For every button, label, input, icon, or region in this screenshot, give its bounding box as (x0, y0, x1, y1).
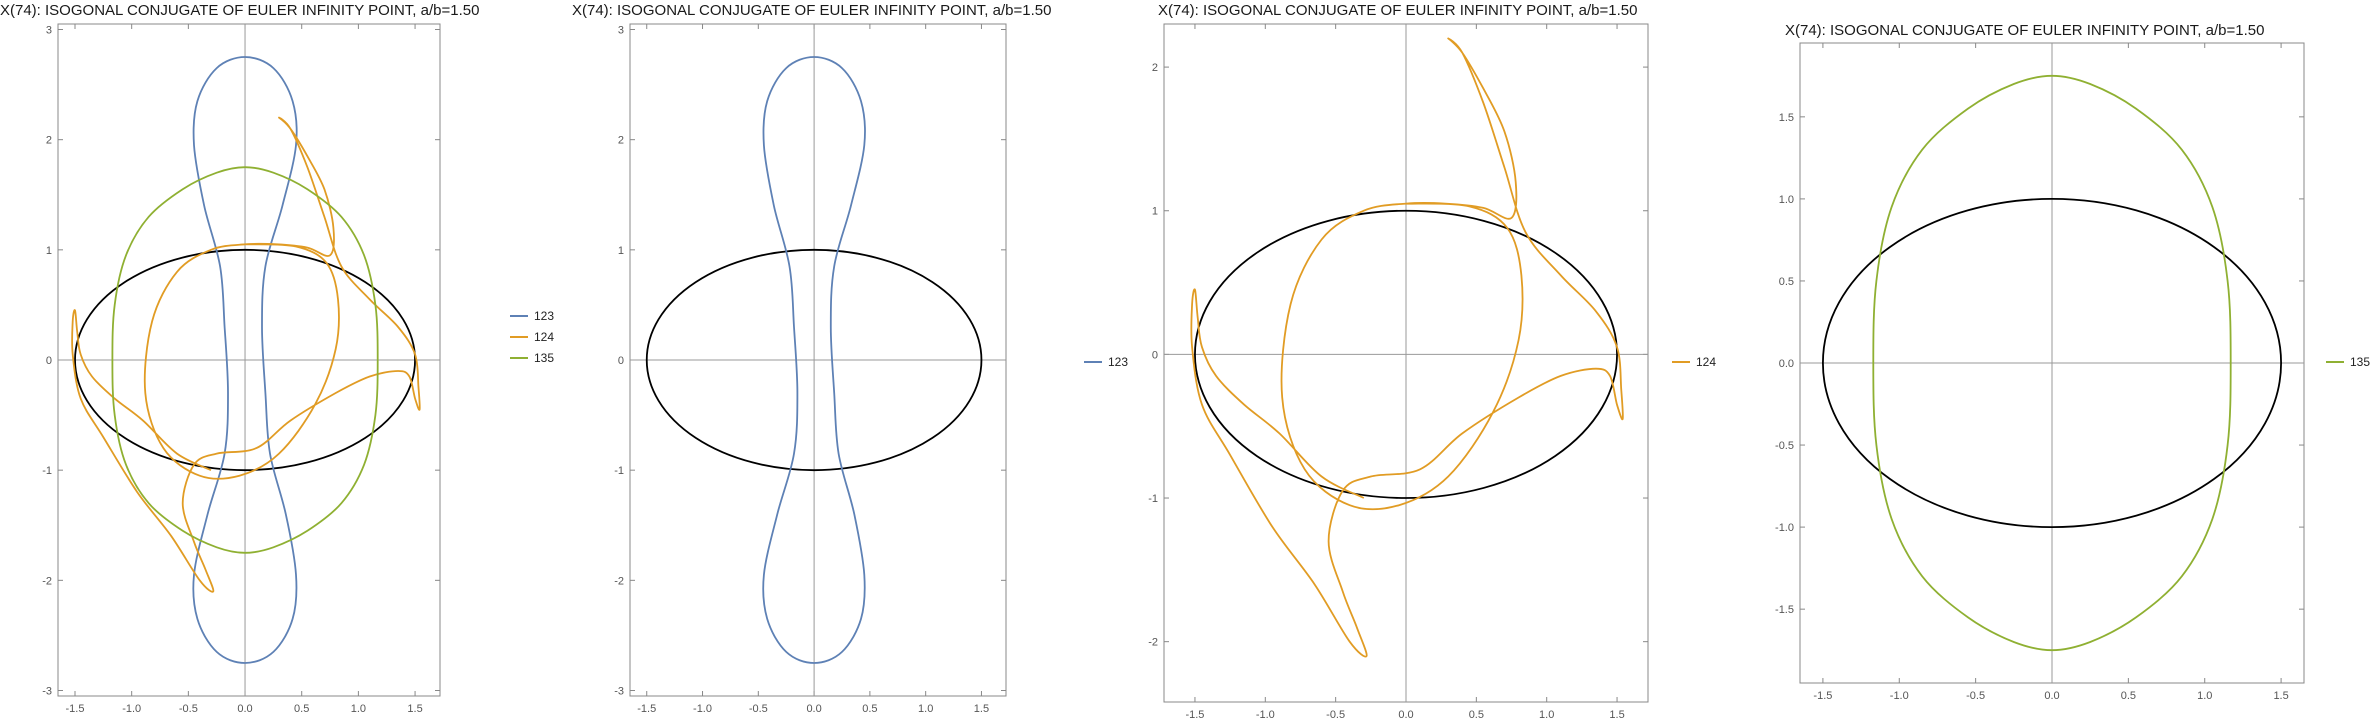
x-tick-label: 0.0 (2044, 690, 2059, 702)
y-tick-label: -0.5 (1775, 440, 1794, 452)
series-135-curve (111, 166, 379, 554)
y-tick-label: -2 (42, 575, 52, 587)
y-tick-label: 2 (46, 135, 52, 147)
legend-label-123: 123 (1108, 355, 1128, 369)
legend-label-135: 135 (2350, 355, 2370, 369)
x-tick-label: 1.0 (918, 703, 933, 715)
x-tick-label: -1.5 (1813, 690, 1832, 702)
y-tick-label: 1 (1152, 206, 1158, 218)
x-tick-label: 1.5 (974, 703, 989, 715)
y-tick-label: -1 (614, 465, 624, 477)
x-tick-label: 0.5 (2121, 690, 2136, 702)
chart-4: X(74): ISOGONAL CONJUGATE OF EULER INFIN… (1775, 22, 2370, 702)
reference-ellipse (74, 248, 416, 472)
y-tick-label: -1.0 (1775, 522, 1794, 534)
y-tick-label: 3 (46, 25, 52, 37)
legend-label-124: 124 (1696, 355, 1716, 369)
chart-title: X(74): ISOGONAL CONJUGATE OF EULER INFIN… (1785, 22, 2264, 39)
y-tick-label: 1.0 (1779, 194, 1794, 206)
legend-label-124: 124 (534, 330, 554, 344)
x-tick-label: 0.5 (294, 703, 309, 715)
x-tick-label: -0.5 (1326, 709, 1345, 721)
y-tick-label: -1 (1148, 493, 1158, 505)
x-tick-label: 1.5 (1609, 709, 1624, 721)
chart-2: X(74): ISOGONAL CONJUGATE OF EULER INFIN… (572, 2, 1128, 715)
legend-label-123: 123 (534, 309, 554, 323)
x-tick-label: 0.5 (1469, 709, 1484, 721)
y-tick-label: -1.5 (1775, 604, 1794, 616)
reference-ellipse (645, 248, 983, 472)
series-124-curve (71, 116, 421, 593)
y-tick-label: -2 (1148, 637, 1158, 649)
x-tick-label: -0.5 (749, 703, 768, 715)
x-tick-label: 1.0 (1539, 709, 1554, 721)
y-tick-label: -3 (42, 685, 52, 697)
series-123-curve (192, 56, 298, 664)
x-tick-label: 0.5 (862, 703, 877, 715)
series-123-curve (762, 56, 866, 664)
y-tick-label: -1 (42, 465, 52, 477)
x-tick-label: -0.5 (179, 703, 198, 715)
y-tick-label: -3 (614, 685, 624, 697)
x-tick-label: -0.5 (1966, 690, 1985, 702)
x-tick-label: -1.0 (1890, 690, 1909, 702)
x-tick-label: 1.0 (351, 703, 366, 715)
x-tick-label: -1.0 (693, 703, 712, 715)
y-tick-label: -2 (614, 575, 624, 587)
x-tick-label: 1.0 (2197, 690, 2212, 702)
x-tick-label: 0.0 (1398, 709, 1413, 721)
x-tick-label: -1.5 (637, 703, 656, 715)
y-tick-label: 3 (618, 25, 624, 37)
reference-ellipse (1822, 197, 2282, 529)
y-tick-label: 2 (1152, 62, 1158, 74)
y-tick-label: 0.0 (1779, 358, 1794, 370)
y-tick-label: 0.5 (1779, 276, 1794, 288)
y-tick-label: 0 (618, 355, 624, 367)
y-tick-label: 1.5 (1779, 112, 1794, 124)
chart-title: X(74): ISOGONAL CONJUGATE OF EULER INFIN… (1158, 2, 1637, 19)
x-tick-label: 0.0 (237, 703, 252, 715)
x-tick-label: -1.5 (1185, 709, 1204, 721)
y-tick-label: 1 (46, 245, 52, 257)
x-tick-label: 1.5 (2273, 690, 2288, 702)
x-tick-label: -1.0 (1256, 709, 1275, 721)
chart-3: X(74): ISOGONAL CONJUGATE OF EULER INFIN… (1148, 2, 1716, 721)
legend-label-135: 135 (534, 351, 554, 365)
chart-title: X(74): ISOGONAL CONJUGATE OF EULER INFIN… (0, 2, 479, 19)
y-tick-label: 2 (618, 135, 624, 147)
x-tick-label: 0.0 (806, 703, 821, 715)
x-tick-label: 1.5 (407, 703, 422, 715)
chart-1: X(74): ISOGONAL CONJUGATE OF EULER INFIN… (0, 2, 554, 715)
x-tick-label: -1.5 (66, 703, 85, 715)
series-135-curve (1872, 74, 2232, 652)
chart-title: X(74): ISOGONAL CONJUGATE OF EULER INFIN… (572, 2, 1051, 19)
x-tick-label: -1.0 (122, 703, 141, 715)
reference-ellipse (1194, 209, 1618, 499)
series-124-curve (1190, 37, 1624, 658)
y-tick-label: 1 (618, 245, 624, 257)
y-tick-label: 0 (1152, 349, 1158, 361)
y-tick-label: 0 (46, 355, 52, 367)
